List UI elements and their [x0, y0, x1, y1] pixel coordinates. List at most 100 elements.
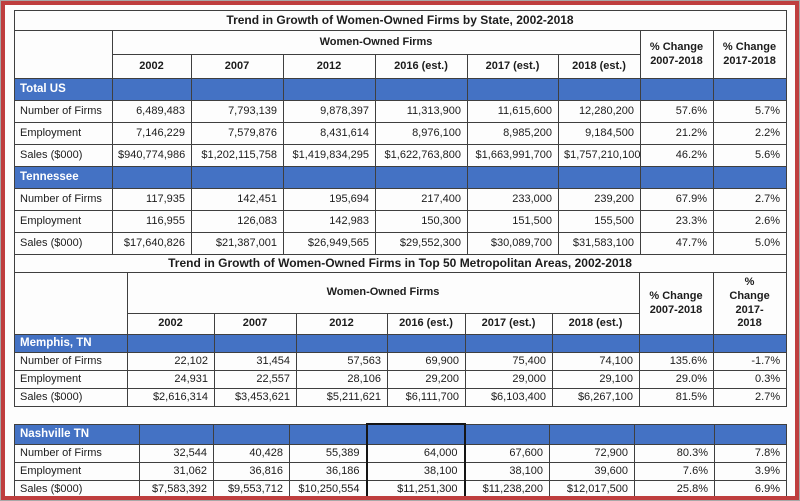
data-cell: 3.9%: [714, 462, 787, 481]
row-label: Sales ($000): [14, 480, 140, 496]
data-cell: 39,600: [549, 462, 635, 481]
data-cell: $29,552,300: [375, 232, 468, 255]
state-table-title: Trend in Growth of Women-Owned Firms by …: [13, 10, 788, 31]
section-header-cell: [289, 423, 367, 445]
data-cell: 29.0%: [639, 370, 714, 389]
section-header-cell: [639, 334, 714, 353]
data-row: Sales ($000) $940,774,986 $1,202,115,758 $1…: [14, 144, 788, 167]
data-cell: 117,935: [112, 188, 192, 211]
data-cell: 28,106: [296, 370, 388, 389]
section-header-cell: [191, 78, 284, 101]
section-header-row: Total US: [14, 78, 788, 101]
data-cell: 12,280,200: [558, 100, 641, 123]
data-cell: $26,949,565: [283, 232, 376, 255]
data-cell: 11,615,600: [467, 100, 559, 123]
metro-table-body: Memphis, TN Number of Firms 22,102 31,454 57…: [14, 334, 788, 407]
data-cell: 6,489,483: [112, 100, 192, 123]
section-header-cell: [558, 78, 641, 101]
data-cell: 32,544: [139, 444, 214, 463]
data-cell: 57.6%: [640, 100, 714, 123]
metro-table-title: Trend in Growth of Women-Owned Firms in …: [13, 254, 788, 273]
data-cell: $3,453,621: [214, 388, 297, 407]
data-row: Number of Firms 22,102 31,454 57,563 69,900 7…: [14, 352, 788, 371]
data-cell: 21.2%: [640, 122, 714, 145]
data-cell: $5,211,621: [296, 388, 388, 407]
data-cell: 0.3%: [712, 370, 788, 389]
data-cell: 2.7%: [712, 188, 788, 211]
data-cell: $6,103,400: [465, 388, 553, 407]
data-row: Employment 31,062 36,816 36,186 38,100 38,100…: [14, 462, 787, 481]
data-cell: 9,184,500: [558, 122, 641, 145]
data-cell: 22,102: [127, 352, 215, 371]
year-header-2002: 2002: [127, 313, 215, 335]
section-header-cell: [465, 334, 553, 353]
data-cell: 31,062: [139, 462, 214, 481]
section-header-cell: [191, 166, 284, 189]
section-header-cell: [464, 423, 550, 445]
data-row: Number of Firms 117,935 142,451 195,694 217,…: [14, 188, 788, 211]
data-cell: 80.3%: [634, 444, 715, 463]
data-row: Employment 7,146,229 7,579,876 8,431,614 8,9…: [14, 122, 788, 145]
data-cell: 151,500: [467, 210, 559, 233]
section-header-cell: [214, 334, 297, 353]
data-cell: 29,100: [552, 370, 640, 389]
data-cell: $21,387,001: [191, 232, 284, 255]
data-cell: 217,400: [375, 188, 468, 211]
section-header-cell: [712, 78, 788, 101]
data-cell: $7,583,392: [139, 480, 214, 496]
data-cell: $30,089,700: [467, 232, 559, 255]
data-cell: 67.9%: [640, 188, 714, 211]
section-header-cell: [552, 334, 640, 353]
year-header-2007: 2007: [214, 313, 297, 335]
section-header-cell: [467, 166, 559, 189]
data-cell: 36,816: [213, 462, 290, 481]
data-cell: $11,251,300: [365, 480, 466, 496]
section-header-cell: [127, 334, 215, 353]
data-cell: $17,640,826: [112, 232, 192, 255]
data-cell: $10,250,554: [289, 480, 367, 496]
data-cell: 8,976,100: [375, 122, 468, 145]
data-cell: $1,757,210,100: [558, 144, 641, 167]
group-header-women-owned-firms: Women-Owned Firms: [112, 30, 641, 55]
data-row: Sales ($000) $7,583,392 $9,553,712 $10,250,…: [14, 480, 787, 496]
section-header-cell: [712, 166, 788, 189]
row-label: Employment: [14, 462, 140, 481]
data-cell: $940,774,986: [112, 144, 192, 167]
metro-table: Trend in Growth of Women-Owned Firms in …: [13, 254, 788, 407]
year-header-2016: 2016 (est.): [387, 313, 466, 335]
data-cell: 5.7%: [712, 100, 788, 123]
data-cell: 24,931: [127, 370, 215, 389]
data-cell: 74,100: [552, 352, 640, 371]
year-header-2017: 2017 (est.): [467, 54, 559, 79]
section-header-cell: [467, 78, 559, 101]
data-cell: $9,553,712: [213, 480, 290, 496]
section-header-cell: [714, 423, 787, 445]
data-cell: 6.9%: [714, 480, 787, 496]
data-cell: 150,300: [375, 210, 468, 233]
nashville-table-body: Nashville TN Number of Firms 32,544 40,428 5…: [14, 423, 787, 496]
data-cell: 239,200: [558, 188, 641, 211]
data-cell: 55,389: [289, 444, 367, 463]
data-row: Number of Firms 6,489,483 7,793,139 9,878,3…: [14, 100, 788, 123]
nashville-table: Nashville TN Number of Firms 32,544 40,428 5…: [14, 423, 787, 496]
row-label: Sales ($000): [14, 232, 113, 255]
pct-change-2007-2018-header: % Change 2007-2018: [639, 272, 714, 335]
year-header-2007: 2007: [191, 54, 284, 79]
pct-change-2017-2018-header: % Change 2017-2018: [712, 30, 788, 79]
data-row: Sales ($000) $17,640,826 $21,387,001 $26,94…: [14, 232, 788, 255]
section-header-cell: [634, 423, 715, 445]
section-title: Total US: [14, 78, 113, 101]
year-header-2012: 2012: [283, 54, 376, 79]
data-cell: 7,579,876: [191, 122, 284, 145]
year-header-2018: 2018 (est.): [558, 54, 641, 79]
data-cell: 233,000: [467, 188, 559, 211]
row-label: Employment: [14, 370, 128, 389]
pct-change-2007-2018-header: % Change 2007-2018: [640, 30, 714, 79]
section-header-cell: [283, 78, 376, 101]
data-cell: 116,955: [112, 210, 192, 233]
section-title: Memphis, TN: [14, 334, 128, 353]
data-cell: $11,238,200: [464, 480, 550, 496]
section-header-cell: [139, 423, 214, 445]
row-label: Employment: [14, 122, 113, 145]
